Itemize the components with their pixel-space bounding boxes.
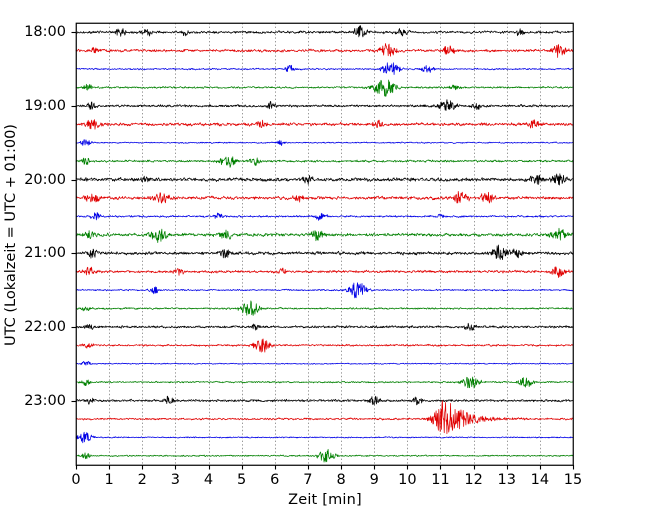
- y-tick-label-2300: 23:00: [24, 392, 66, 409]
- x-tick-label-1: 1: [104, 472, 114, 488]
- y-tick-label-1900: 19:00: [24, 97, 66, 114]
- x-tick-label-8: 8: [336, 472, 346, 488]
- x-tick-label-7: 7: [303, 472, 313, 488]
- y-tick-label-1800: 18:00: [24, 24, 66, 41]
- x-tick-label-11: 11: [431, 472, 450, 488]
- y-axis-label: UTC (Lokalzeit = UTC + 01:00): [3, 124, 19, 346]
- x-tick-label-13: 13: [497, 472, 516, 488]
- x-tick-label-12: 12: [464, 472, 483, 488]
- x-tick-label-3: 3: [170, 472, 181, 488]
- x-tick-label-14: 14: [530, 472, 550, 488]
- x-axis-label: Zeit [min]: [288, 492, 362, 508]
- y-tick-label-2100: 21:00: [24, 245, 66, 262]
- x-tick-label-6: 6: [270, 472, 280, 488]
- y-tick-label-2200: 22:00: [24, 318, 66, 335]
- x-tick-label-15: 15: [563, 472, 583, 488]
- y-tick-label-2000: 20:00: [24, 171, 66, 188]
- x-tick-label-0: 0: [71, 472, 81, 488]
- x-tick-label-2: 2: [137, 472, 147, 488]
- x-tick-label-10: 10: [398, 472, 417, 488]
- x-tick-label-9: 9: [369, 472, 379, 488]
- x-tick-label-5: 5: [237, 472, 247, 488]
- x-tick-label-4: 4: [203, 472, 214, 488]
